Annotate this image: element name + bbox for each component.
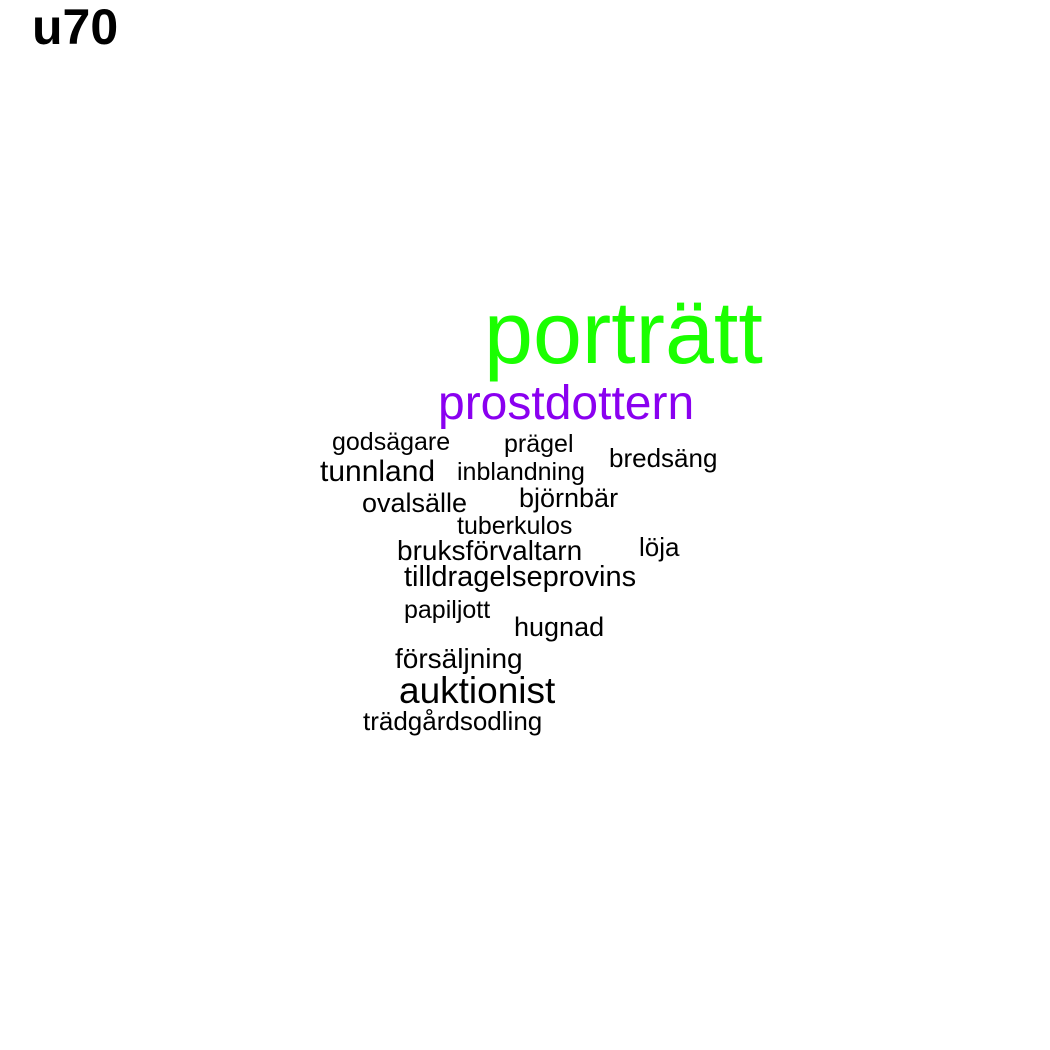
word-ovalsalle: ovalsälle xyxy=(362,488,468,518)
word-inblandning: inblandning xyxy=(457,458,585,486)
word-portratt: porträtt xyxy=(484,283,763,382)
word-papiljott: papiljott xyxy=(404,596,491,624)
word-tunnland: tunnland xyxy=(320,455,436,488)
word-bjornbar: björnbär xyxy=(519,483,619,513)
word-forsaljning: försäljning xyxy=(395,643,523,674)
word-tuberkulos: tuberkulos xyxy=(457,512,573,540)
word-bruksforvaltarn: bruksförvaltarn xyxy=(397,535,583,566)
word-pragel: prägel xyxy=(504,430,574,458)
word-godsagare: godsägare xyxy=(332,428,451,456)
word-hugnad: hugnad xyxy=(514,612,605,642)
word-prostdottern: prostdottern xyxy=(438,377,695,430)
word-auktionist: auktionist xyxy=(399,670,556,711)
page-title: u70 xyxy=(32,0,119,55)
word-tradgardsodling: trädgårdsodling xyxy=(363,706,543,736)
word-bredsang: bredsäng xyxy=(609,443,718,473)
word-tilldragelseprovins: tilldragelseprovins xyxy=(404,561,637,593)
word-loja: löja xyxy=(639,532,680,562)
